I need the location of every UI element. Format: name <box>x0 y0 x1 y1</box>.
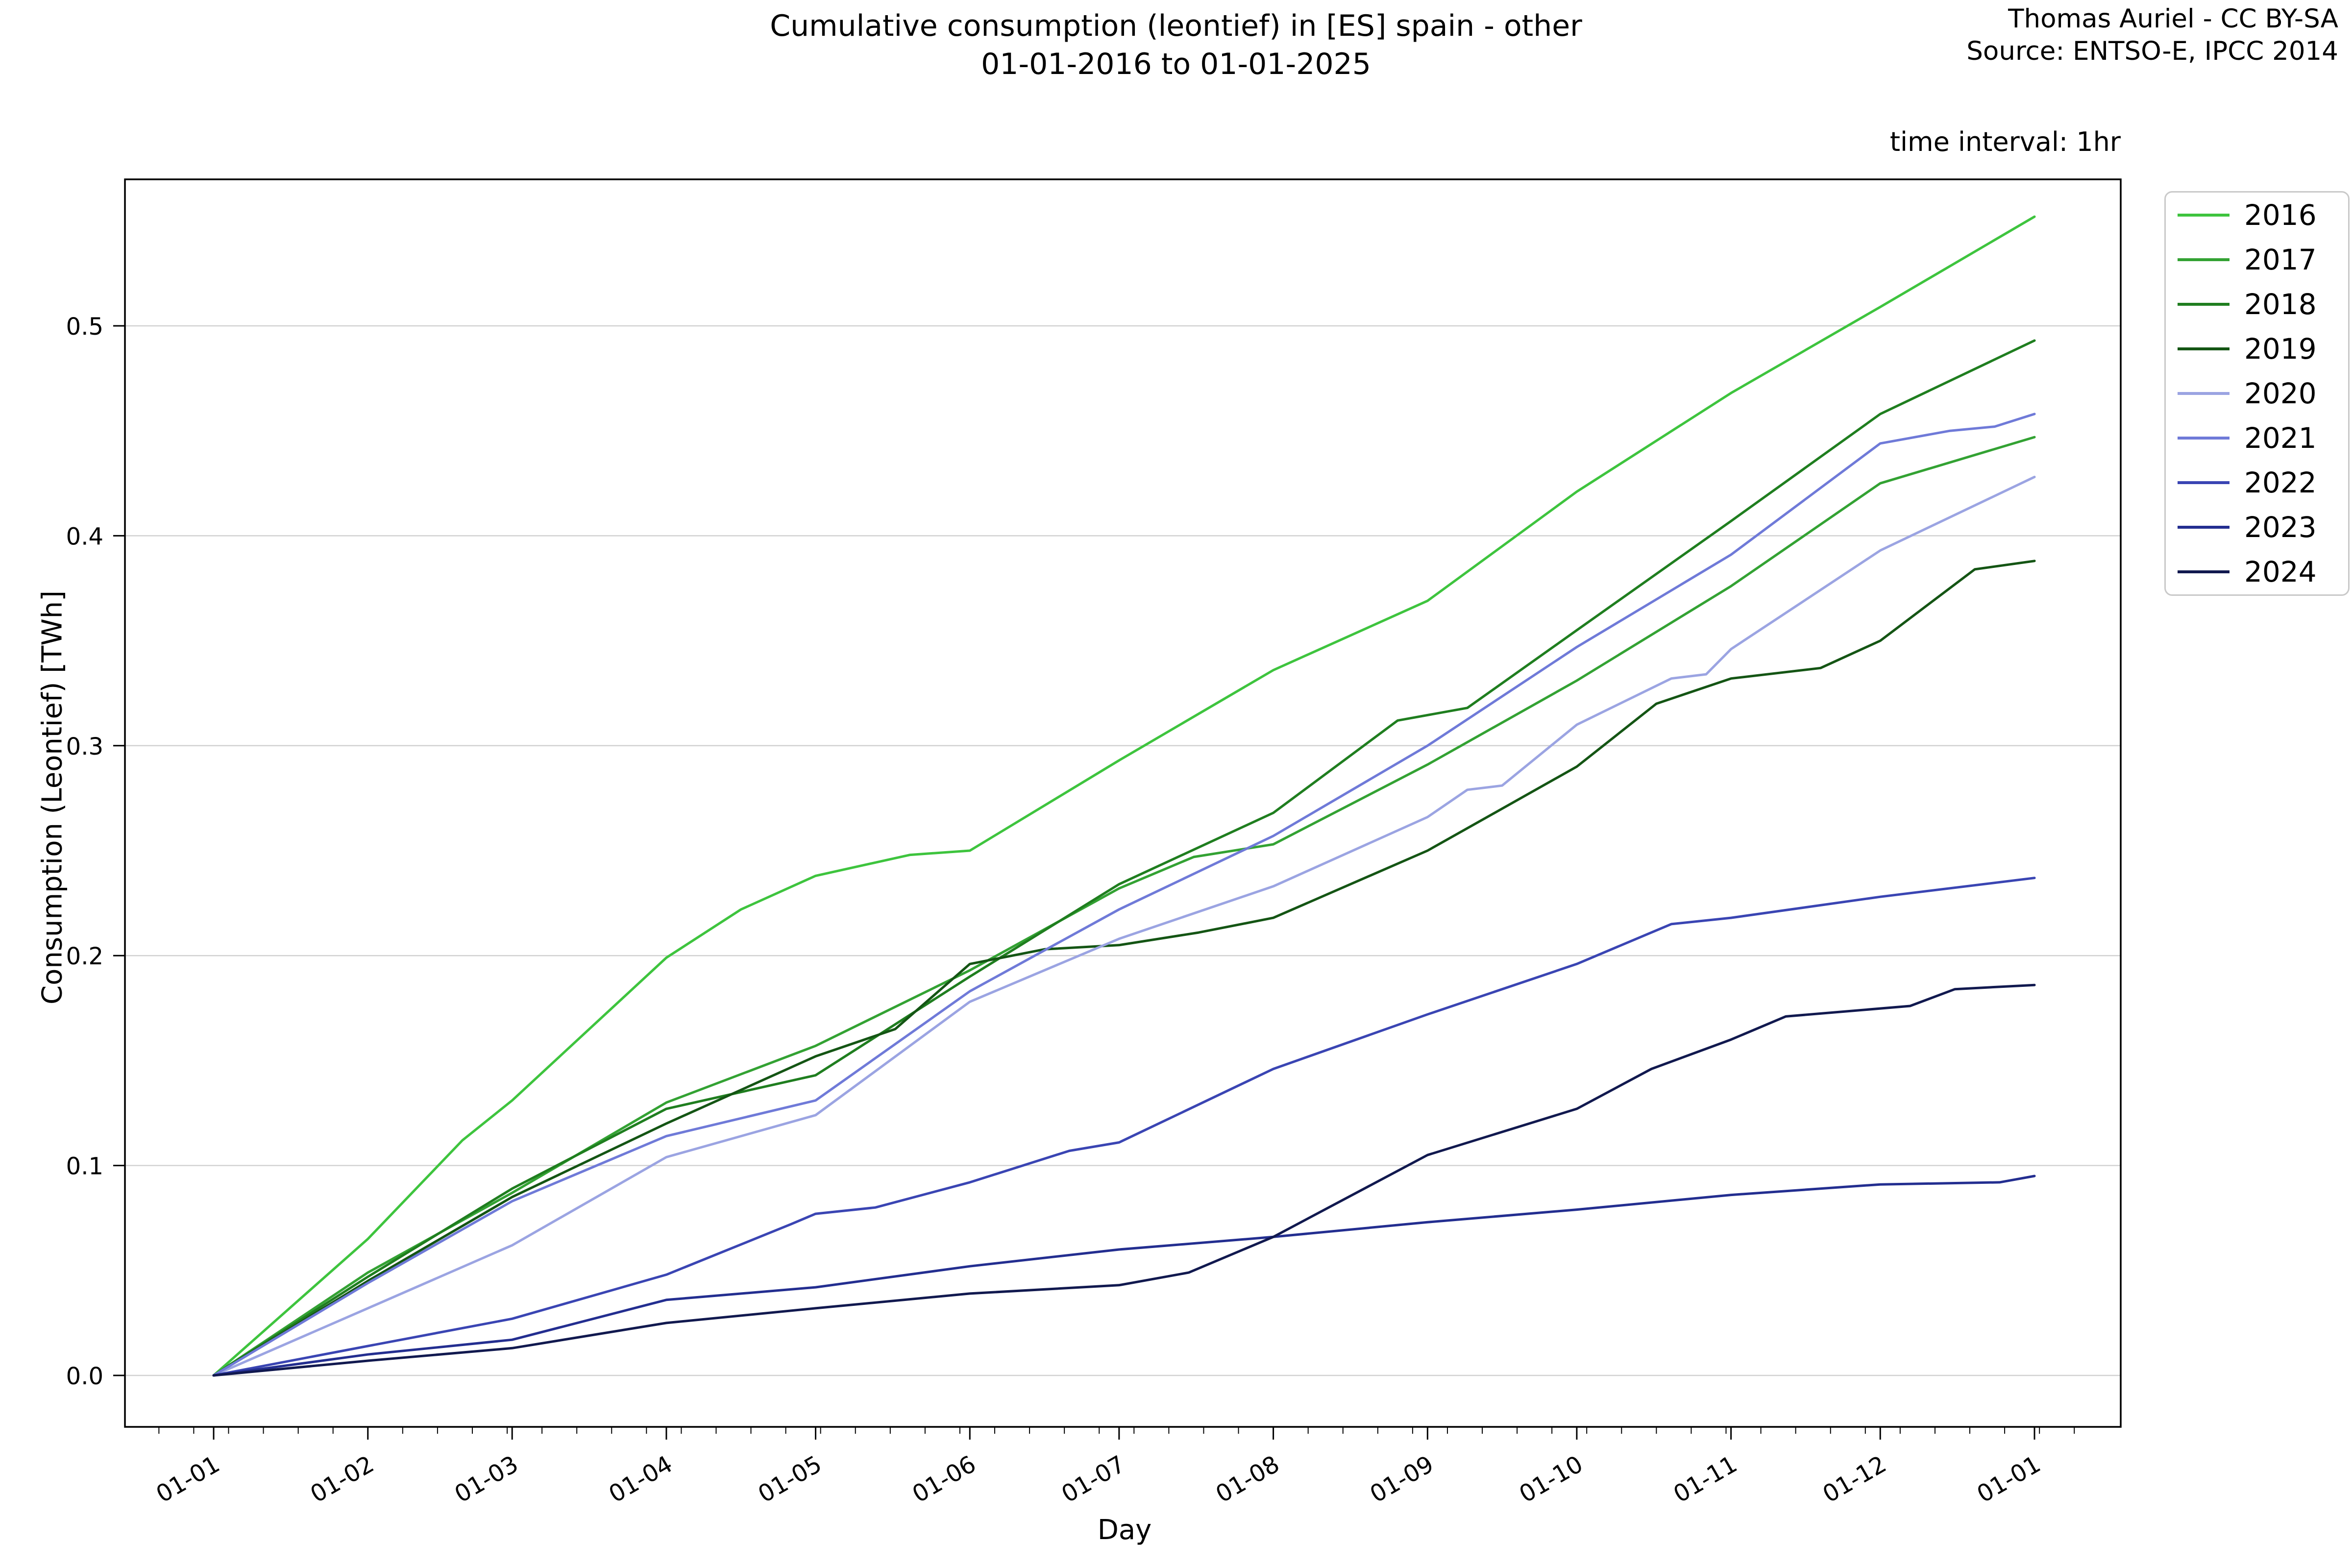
legend-line-swatch-2024 <box>2178 570 2230 574</box>
gridlines <box>125 325 2121 1376</box>
legend-item-2019: 2019 <box>2178 332 2348 366</box>
legend-label-2024: 2024 <box>2244 555 2317 589</box>
y-tick-label: 0.4 <box>66 523 103 550</box>
x-tick-label: 01-07 <box>1057 1450 1130 1508</box>
series-line-2016 <box>212 215 2036 1377</box>
series-line-2017 <box>212 436 2036 1377</box>
series-lines <box>212 215 2036 1377</box>
series-line-2020 <box>212 475 2036 1377</box>
series-line-2018 <box>212 339 2036 1377</box>
x-tick-label: 01-06 <box>907 1450 980 1508</box>
y-axis-label: Consumption (Leontief) [TWh] <box>36 590 69 1005</box>
x-tick-label: 01-09 <box>1366 1450 1439 1508</box>
legend-line-swatch-2021 <box>2178 437 2230 440</box>
legend-label-2016: 2016 <box>2244 198 2317 232</box>
attribution: Thomas Auriel - CC BY-SA Source: ENTSO-E… <box>1966 3 2338 68</box>
title-line-2: 01-01-2016 to 01-01-2025 <box>981 47 1371 81</box>
legend-line-swatch-2017 <box>2178 258 2230 261</box>
series-line-2019 <box>212 560 2036 1377</box>
series-line-2024 <box>212 983 2036 1377</box>
axis-ticks <box>113 325 2075 1440</box>
x-tick-label: 01-12 <box>1818 1450 1891 1508</box>
x-tick-label: 01-08 <box>1211 1450 1284 1508</box>
x-axis-label: Day <box>1097 1514 1152 1546</box>
legend-item-2023: 2023 <box>2178 511 2348 544</box>
x-tick-label: 01-10 <box>1515 1450 1588 1508</box>
legend-item-2021: 2021 <box>2178 421 2348 455</box>
legend-label-2017: 2017 <box>2244 243 2317 276</box>
y-tick-label: 0.5 <box>66 313 103 341</box>
legend-item-2020: 2020 <box>2178 377 2348 410</box>
x-tick-label: 01-01 <box>151 1450 224 1508</box>
x-tick-label: 01-11 <box>1669 1450 1742 1508</box>
legend-line-swatch-2016 <box>2178 213 2230 217</box>
legend-item-2022: 2022 <box>2178 466 2348 499</box>
series-line-2021 <box>212 413 2036 1377</box>
legend-item-2024: 2024 <box>2178 555 2348 588</box>
title-line-1: Cumulative consumption (leontief) in [ES… <box>770 9 1582 43</box>
legend-line-swatch-2023 <box>2178 526 2230 529</box>
y-tick-label: 0.2 <box>66 943 103 970</box>
x-tick-label: 01-04 <box>604 1450 677 1508</box>
legend-item-2016: 2016 <box>2178 198 2348 232</box>
series-line-2022 <box>212 877 2036 1377</box>
x-tick-label: 01-02 <box>306 1450 379 1508</box>
legend-label-2021: 2021 <box>2244 421 2317 455</box>
x-tick-label: 01-01 <box>1972 1450 2045 1508</box>
attribution-source: Source: ENTSO-E, IPCC 2014 <box>1966 36 2338 66</box>
legend-line-swatch-2022 <box>2178 481 2230 485</box>
y-tick-label: 0.3 <box>66 733 103 760</box>
legend-line-swatch-2019 <box>2178 347 2230 350</box>
legend-item-2017: 2017 <box>2178 243 2348 276</box>
legend-label-2023: 2023 <box>2244 511 2317 544</box>
legend-label-2019: 2019 <box>2244 332 2317 366</box>
y-tick-label: 0.1 <box>66 1153 103 1180</box>
axes-frame <box>124 178 2122 1428</box>
legend-item-2018: 2018 <box>2178 288 2348 321</box>
axis-tick-labels: 0.0 0.1 0.2 0.3 0.4 0.5 01-01 01-02 01-03 01-04 01… <box>66 313 2045 1508</box>
x-tick-label: 01-03 <box>450 1450 523 1508</box>
legend-label-2018: 2018 <box>2244 287 2317 321</box>
x-tick-label: 01-05 <box>754 1450 827 1508</box>
legend-line-swatch-2018 <box>2178 302 2230 306</box>
figure-title: Cumulative consumption (leontief) in [ES… <box>441 7 1911 83</box>
y-tick-label: 0.0 <box>66 1363 103 1390</box>
attribution-author: Thomas Auriel - CC BY-SA <box>2008 4 2338 34</box>
series-line-2023 <box>212 1175 2036 1377</box>
legend-label-2020: 2020 <box>2244 376 2317 410</box>
legend-line-swatch-2020 <box>2178 392 2230 395</box>
time-interval-note: time interval: 1hr <box>1889 126 2121 157</box>
legend-label-2022: 2022 <box>2244 466 2317 500</box>
legend-box: 2016 2017 2018 2019 2020 2021 2022 2023 2024 <box>2164 191 2350 596</box>
